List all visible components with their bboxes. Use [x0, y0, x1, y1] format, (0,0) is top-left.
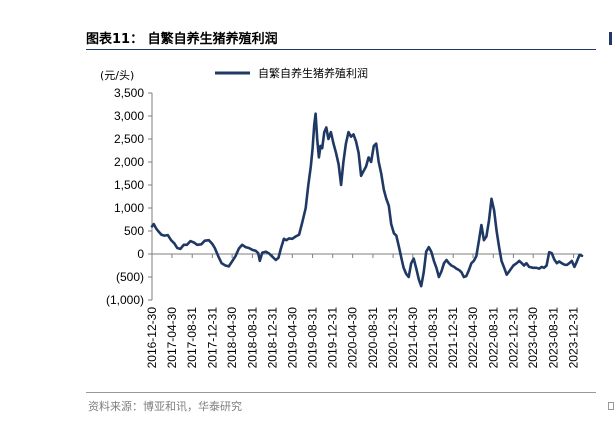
y-tick-label: 3,500: [114, 86, 144, 100]
x-axis: 2016-12-30 2017-04-30 2017-08-31 2017-12-31…: [145, 253, 582, 369]
x-tick-label: 2023-04-30: [526, 307, 540, 369]
y-axis: 3,500 3,000 2,500 2,000 1,500 1,000 500 0 (500) (…: [106, 86, 153, 307]
y-tick-label: (1,000): [106, 293, 144, 307]
x-tick-label: 2018-08-31: [245, 307, 259, 369]
title-rule: [86, 49, 596, 50]
x-tick-label: 2018-12-31: [266, 307, 280, 369]
series-layer: [150, 112, 584, 288]
legend-label: 自繁自养生猪养殖利润: [258, 66, 368, 80]
x-tick-label: 2016-12-30: [145, 307, 159, 369]
source-note: 资料来源：博亚和讯，华泰研究: [88, 400, 242, 413]
x-tick-label: 2020-12-31: [386, 307, 400, 369]
x-tick-label: 2019-04-30: [285, 307, 299, 369]
series-line-pig-farming-profit: [150, 112, 584, 288]
next-source-edge-fragment: [606, 398, 616, 414]
x-tick-label: 2020-04-30: [346, 307, 360, 369]
y-tick-label: 0: [137, 247, 144, 261]
y-axis-unit-label: (元/头): [100, 69, 134, 82]
x-tick-label: 2019-12-31: [326, 307, 340, 369]
x-tick-label: 2018-04-30: [225, 307, 239, 369]
y-tick-label: 1,000: [114, 201, 144, 215]
x-tick-label: 2022-12-31: [506, 307, 520, 369]
x-tick-label: 2017-12-31: [205, 307, 219, 369]
x-tick-label: 2020-08-31: [366, 307, 380, 369]
x-tick-label: 2019-08-31: [306, 307, 320, 369]
y-tick-label: (500): [116, 270, 144, 284]
x-tick-label: 2021-04-30: [406, 307, 420, 369]
y-tick-label: 500: [124, 224, 144, 238]
source-rule: [86, 392, 596, 393]
figure-title: 图表11： 自繁自养生猪养殖利润: [86, 32, 278, 47]
x-tick-label: 2023-08-31: [546, 307, 560, 369]
y-tick-label: 1,500: [114, 178, 144, 192]
x-tick-label: 2017-04-30: [165, 307, 179, 369]
legend: 自繁自养生猪养殖利润: [215, 66, 368, 80]
x-tick-label: 2023-12-31: [567, 307, 581, 369]
y-tick-label: 3,000: [114, 109, 144, 123]
y-tick-label: 2,000: [114, 155, 144, 169]
y-tick-label: 2,500: [114, 132, 144, 146]
x-tick-label: 2022-08-31: [486, 307, 500, 369]
x-tick-label: 2021-08-31: [426, 307, 440, 369]
x-tick-label: 2021-12-31: [446, 307, 460, 369]
next-figure-edge-fragment: [606, 28, 616, 50]
x-tick-label: 2017-08-31: [185, 307, 199, 369]
x-tick-label: 2022-04-30: [466, 307, 480, 369]
